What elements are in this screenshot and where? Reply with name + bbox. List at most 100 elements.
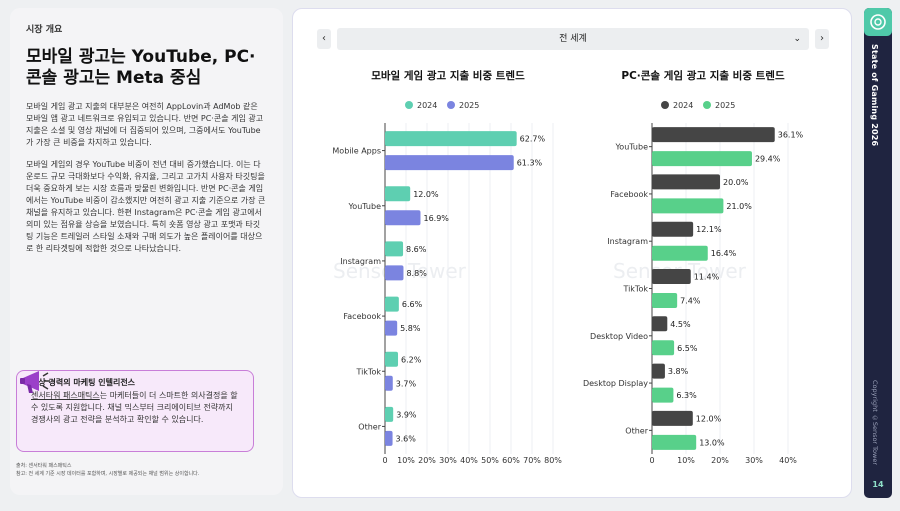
pc-tick-label: 30% [745, 456, 763, 465]
side-rail [864, 8, 892, 498]
pc-tick-label: 20% [711, 456, 729, 465]
mobile-bar-2024 [385, 406, 394, 422]
mobile-tick-label: 50% [481, 456, 499, 465]
mobile-bar-2024 [385, 241, 404, 257]
pc-data-label-2024: 12.0% [696, 414, 722, 423]
mobile-tick-label: 80% [544, 456, 562, 465]
mobile-data-label-2024: 8.6% [406, 245, 427, 254]
mobile-category-label: Other [358, 422, 381, 431]
promo-text: 센서타워 패스매틱스는 마케터들이 더 스마트한 의사결정을 할 수 있도록 지… [31, 390, 241, 426]
footnote: 출처: 센서타워 패스매틱스 참고: 전 세계 기준 시장 데이터를 포함하며,… [16, 462, 199, 478]
region-selected: 전 세계 [559, 34, 587, 44]
report-title: State of Gaming 2026 [870, 44, 879, 147]
pc-data-label-2024: 3.8% [668, 367, 689, 376]
next-button[interactable]: › [815, 29, 829, 49]
page-headline: 모바일 광고는 YouTube, PC·콘솔 광고는 Meta 중심 [26, 47, 256, 88]
pc-data-label-2025: 6.5% [677, 344, 698, 353]
mobile-bar-2025 [385, 375, 393, 391]
pc-category-label: Facebook [610, 190, 648, 199]
mobile-tick-label: 40% [460, 456, 478, 465]
mobile-data-label-2025: 8.8% [406, 269, 427, 278]
mobile-category-label: Instagram [340, 257, 381, 266]
promo-box[interactable]: 수상 경력의 마케팅 인텔리전스 센서타워 패스매틱스는 마케터들이 더 스마트… [16, 370, 254, 452]
pc-data-label-2024: 4.5% [670, 320, 691, 329]
pc-tick-label: 0 [649, 456, 654, 465]
mobile-data-label-2024: 12.0% [413, 190, 439, 199]
footnote-source: 출처: 센서타워 패스매틱스 [16, 463, 72, 469]
pc-bar-2025 [652, 387, 674, 403]
chevron-down-icon: ⌄ [793, 34, 801, 44]
mobile-chart-title: 모바일 게임 광고 지출 비중 트렌드 [371, 70, 525, 82]
pc-bar-2024 [652, 410, 693, 426]
mobile-category-label: TikTok [355, 367, 381, 376]
pc-data-label-2025: 13.0% [699, 438, 725, 447]
page-number: 14 [872, 480, 884, 489]
body-text: 모바일 게임 광고 지출의 대부분은 여전히 AppLovin과 AdMob 같… [26, 101, 267, 255]
mobile-legend-label-2024: 2024 [417, 101, 437, 110]
pc-bar-2025 [652, 198, 724, 214]
mobile-data-label-2025: 16.9% [423, 214, 449, 223]
mobile-bar-2025 [385, 430, 393, 446]
footnote-note: 참고: 전 세계 기준 시장 데이터를 포함하며, 시장별로 제공되는 채널 범… [16, 471, 200, 477]
mobile-data-label-2025: 5.8% [400, 324, 421, 333]
mobile-data-label-2024: 3.9% [396, 410, 417, 419]
mobile-bar-2025 [385, 155, 514, 171]
copyright: Copyright ©Sensor Tower [871, 380, 879, 466]
pc-bar-2024 [652, 316, 668, 332]
mobile-category-label: Mobile Apps [332, 147, 381, 156]
section-tag: 시장 개요 [26, 25, 63, 35]
mobile-tick-label: 30% [439, 456, 457, 465]
mobile-tick-label: 60% [502, 456, 520, 465]
pc-data-label-2024: 11.4% [694, 273, 720, 282]
pc-data-label-2025: 29.4% [755, 155, 781, 164]
mobile-bar-2025 [385, 265, 404, 281]
pc-bar-2024 [652, 174, 720, 190]
mobile-bar-2024 [385, 186, 411, 202]
mobile-bar-2025 [385, 210, 421, 226]
sensor-tower-logo-icon [864, 8, 892, 36]
body-paragraph-1: 모바일 게임 광고 지출의 대부분은 여전히 AppLovin과 AdMob 같… [26, 102, 264, 147]
mobile-data-label-2024: 6.2% [401, 355, 422, 364]
pc-bar-2025 [652, 293, 678, 308]
mobile-bar-2024 [385, 296, 399, 312]
mobile-data-label-2024: 6.6% [402, 300, 423, 309]
pc-data-label-2025: 21.0% [726, 202, 752, 211]
region-dropdown[interactable]: 전 세계 ⌄ [337, 28, 809, 50]
mobile-data-label-2024: 62.7% [520, 135, 546, 144]
pc-bar-2025 [652, 245, 708, 261]
pc-category-label: TikTok [622, 285, 648, 294]
body-paragraph-2: 모바일 게임의 경우 YouTube 비중이 전년 대비 증가했습니다. 이는 … [26, 160, 266, 253]
pc-tick-label: 10% [677, 456, 695, 465]
pc-legend-label-2024: 2024 [673, 101, 693, 110]
pc-legend-label-2025: 2025 [715, 101, 735, 110]
pc-category-label: YouTube [614, 143, 648, 152]
pc-bar-2024 [652, 269, 691, 284]
mobile-bar-2024 [385, 131, 517, 147]
pc-data-label-2025: 7.4% [680, 297, 701, 306]
pc-data-label-2024: 36.1% [778, 131, 804, 140]
pc-category-label: Desktop Display [583, 379, 648, 388]
mobile-data-label-2025: 3.7% [396, 379, 417, 388]
pc-bar-2024 [652, 221, 694, 237]
pc-bar-2025 [652, 151, 752, 167]
mobile-data-label-2025: 3.6% [396, 434, 417, 443]
mobile-legend-swatch-2025 [447, 101, 455, 109]
prev-button[interactable]: ‹ [317, 29, 331, 49]
mobile-category-label: Facebook [343, 312, 381, 321]
pc-chart-title: PC·콘솔 게임 광고 지출 비중 트렌드 [621, 70, 785, 82]
promo-body: 는 마케터들이 더 스마트한 의사결정을 할 수 있도록 지원합니다. 채널 믹… [31, 391, 238, 424]
pc-data-label-2025: 16.4% [711, 249, 737, 258]
mobile-tick-label: 70% [523, 456, 541, 465]
mobile-tick-label: 20% [418, 456, 436, 465]
mobile-bar-2025 [385, 320, 398, 336]
mobile-legend-label-2025: 2025 [459, 101, 479, 110]
pc-bar-2024 [652, 363, 665, 379]
pc-bar-2025 [652, 340, 675, 356]
chart-panel: ‹ 전 세계 ⌄ › Sensor Tower Sensor Tower 모바일… [292, 8, 852, 498]
promo-link[interactable]: 센서타워 패스매틱스 [31, 391, 100, 400]
pc-data-label-2024: 20.0% [723, 178, 749, 187]
logo-glyph-icon [870, 14, 886, 30]
pc-category-label: Other [625, 426, 648, 435]
pc-bar-2024 [652, 127, 775, 143]
